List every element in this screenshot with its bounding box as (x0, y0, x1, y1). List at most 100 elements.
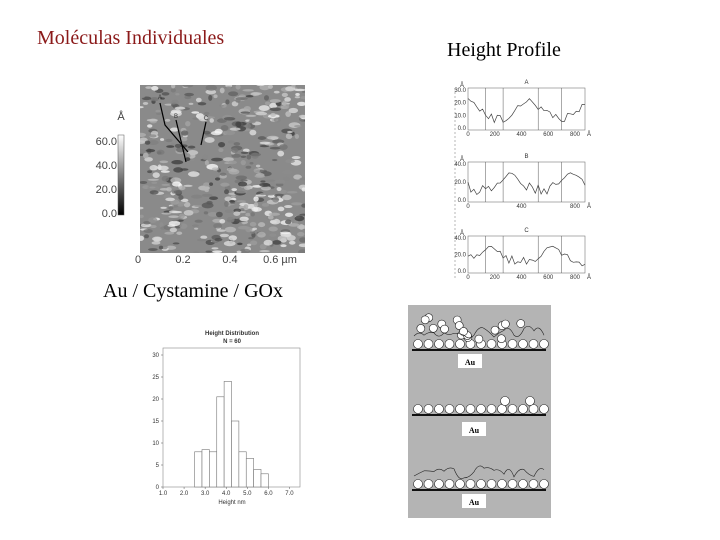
chain (413, 465, 545, 480)
texture-blob (227, 140, 235, 144)
texture-blob (143, 221, 151, 225)
texture-blob (242, 148, 250, 153)
texture-blob (178, 213, 185, 219)
molecule (444, 339, 455, 349)
texture-blob (272, 240, 282, 245)
x-tick-label: 4.0 (222, 491, 231, 497)
texture-blob (178, 195, 184, 200)
profile-x-label: 400 (516, 204, 527, 210)
enzyme (501, 319, 510, 329)
label-box (462, 422, 486, 436)
texture-blob (152, 172, 160, 179)
texture-blob (147, 170, 153, 174)
profile-y-label: 40.0 (454, 162, 466, 168)
texture-blob (235, 190, 248, 194)
texture-blob (294, 96, 301, 99)
texture-blob (266, 135, 279, 140)
texture-blob (172, 242, 180, 245)
texture-blob (148, 248, 158, 251)
texture-blob (191, 111, 200, 114)
texture-blob (164, 231, 175, 235)
texture-blob (245, 123, 251, 129)
texture-blob (203, 130, 211, 135)
molecule (465, 479, 476, 489)
texture-blob (239, 216, 249, 222)
scale-label: 20.0 (96, 184, 117, 196)
texture-blob (260, 180, 266, 183)
texture-blob (251, 92, 263, 95)
texture-blob (161, 92, 170, 96)
texture-blob (294, 220, 299, 224)
texture-blob (269, 233, 277, 237)
texture-blob (169, 127, 179, 132)
texture-blob (243, 105, 251, 112)
texture-blob (231, 147, 239, 153)
texture-blob (149, 134, 157, 138)
texture-blob (268, 226, 278, 232)
texture-blob (177, 204, 184, 207)
texture-blob (240, 111, 251, 114)
molecule (518, 479, 528, 489)
texture-blob (282, 194, 292, 201)
texture-blob (147, 124, 153, 128)
texture-blob (140, 214, 144, 219)
texture-blob (299, 213, 305, 216)
molecule (507, 404, 518, 414)
texture-blob (180, 198, 189, 203)
x-tick-label: 1.0 (159, 491, 168, 497)
texture-blob (257, 222, 266, 228)
texture-blob (179, 223, 188, 230)
texture-blob (207, 212, 218, 217)
texture-blob (224, 189, 230, 195)
marker-label: B (174, 114, 178, 120)
texture-blob (211, 167, 219, 171)
texture-blob (192, 224, 199, 227)
texture-blob (149, 165, 159, 171)
texture-blob (219, 87, 225, 94)
schematic: Au Au Au (408, 305, 551, 518)
texture-blob (143, 228, 153, 234)
molecule (434, 479, 444, 489)
texture-blob (212, 250, 223, 253)
texture-blob (211, 247, 219, 250)
texture-blob (269, 220, 277, 224)
texture-blob (267, 215, 274, 220)
texture-blob (285, 219, 292, 225)
x-tick-label: 7.0 (285, 491, 294, 497)
profile-y-label: 20.0 (454, 101, 466, 107)
texture-blob (235, 98, 241, 103)
texture-blob (285, 111, 291, 117)
label-box (462, 494, 486, 508)
texture-blob (174, 143, 182, 149)
texture-blob (272, 139, 285, 144)
scale-label: 0.0 (102, 208, 117, 220)
texture-blob (242, 89, 254, 92)
texture-blob (297, 231, 305, 237)
texture-blob (224, 226, 237, 233)
texture-blob (183, 184, 193, 187)
molecule (539, 479, 549, 489)
profile-x-label: 200 (490, 132, 501, 138)
texture-blob (249, 162, 254, 165)
texture-blob (278, 215, 288, 221)
profile-y-label: 30.0 (454, 88, 466, 94)
profile-x-label: Å (587, 131, 591, 138)
bar (260, 473, 269, 488)
texture-blob (171, 99, 179, 105)
profile-x-label: 400 (516, 132, 527, 138)
texture-blob (259, 144, 270, 148)
texture-blob (165, 197, 175, 202)
texture-blob (224, 86, 233, 89)
texture-blob (142, 101, 149, 105)
texture-blob (170, 85, 176, 89)
texture-blob (225, 99, 230, 105)
texture-blob (277, 206, 285, 212)
texture-blob (153, 236, 162, 243)
molecule (528, 339, 539, 349)
texture-blob (161, 212, 172, 215)
enzyme (429, 323, 438, 333)
texture-blob (246, 243, 252, 247)
texture-blob (156, 149, 165, 155)
texture-blob (298, 114, 305, 118)
texture-blob (188, 102, 194, 105)
